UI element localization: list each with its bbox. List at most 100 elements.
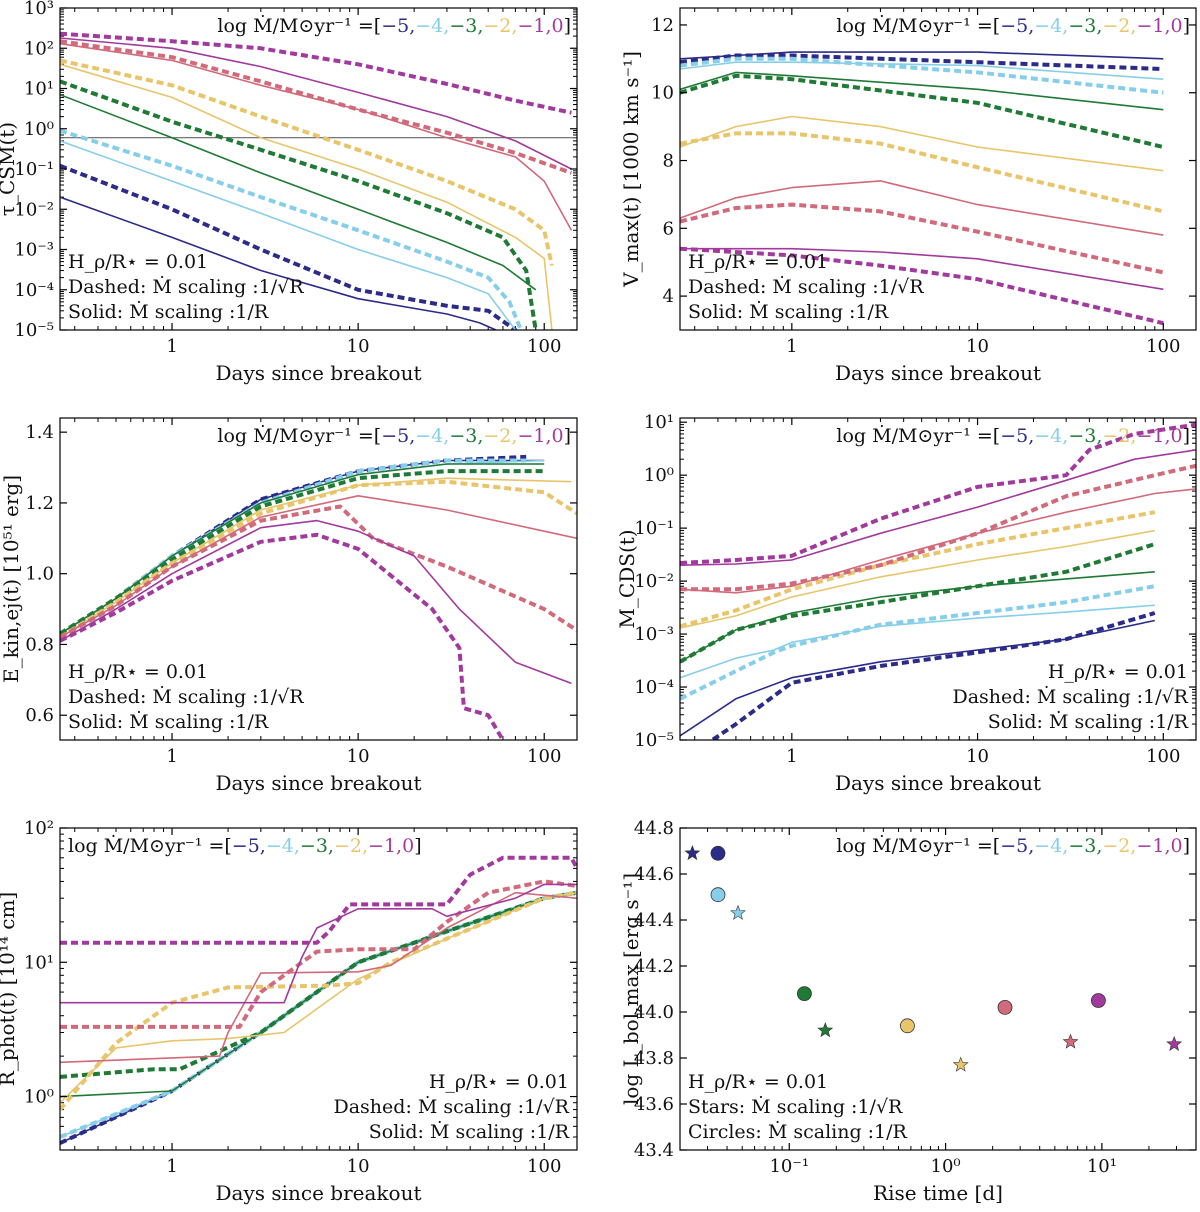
x-axis-label: Days since breakout	[215, 1181, 421, 1205]
scatter-star-c3	[817, 1022, 834, 1038]
series-line-c5-solid	[60, 196, 497, 330]
y-tick-label: 10	[651, 83, 674, 104]
legend-item-c5: −5,	[1000, 425, 1034, 447]
legend-text: log Ṁ/M⊙yr⁻¹ =[−5,−4,−3,−2,−1,0]	[836, 14, 1190, 37]
series-line-c1-solid	[60, 495, 577, 639]
panel-p6: 10⁻¹ 10⁰ 10¹ 43.4 43.6 43.8 44.0 44.2 44.4 44.6 44…	[619, 818, 1197, 1205]
scatter-circle-c1	[997, 1000, 1013, 1015]
series-line-c4-solid	[680, 61, 1164, 80]
annotation-line-1: H_ρ/R⋆ = 0.01	[429, 1071, 569, 1093]
series-line-c2-solid	[680, 115, 1164, 172]
series-line-c0-dashed	[680, 246, 1164, 326]
y-tick-label: 10²	[24, 818, 54, 839]
axis-ticks: 10⁻¹ 10⁰ 10¹ 43.4 43.6 43.8 44.0 44.2 44.4 44.6 44…	[634, 818, 1196, 1177]
series-line-c3-dashed	[60, 890, 577, 1079]
series-line-c4-solid	[60, 459, 545, 635]
series-line-c5-dashed	[60, 163, 518, 330]
y-tick-label: 10⁻⁴	[14, 280, 54, 301]
axes-frame	[679, 417, 1197, 741]
legend-suffix: ]	[1183, 425, 1190, 447]
legend-item-c2: −2,	[334, 835, 368, 857]
annotation-line-2: Dashed: Ṁ scaling :1/√R	[333, 1095, 569, 1118]
series-line-c0-solid	[680, 247, 1164, 291]
series-line-c1-solid	[680, 180, 1164, 236]
series-line-c0-dashed	[60, 31, 572, 115]
y-tick-label: 43.8	[634, 1048, 674, 1069]
x-tick-label: 1	[786, 746, 797, 767]
legend-item-c1: −1,0	[1136, 425, 1182, 447]
legend-item-c1: −1,0	[1136, 835, 1182, 857]
legend-item-c4: −4,	[1034, 835, 1068, 857]
legend-item-c4: −4,	[266, 835, 300, 857]
y-tick-label: 10⁻¹	[14, 159, 54, 180]
scatter-star-c4	[730, 904, 746, 920]
series-line-c5-dashed	[680, 53, 1164, 71]
plot-area	[680, 422, 1196, 740]
plot-area	[60, 454, 577, 740]
x-tick-label: 10	[347, 746, 370, 767]
y-tick-label: 10⁻⁵	[634, 730, 674, 751]
y-tick-label: 10³	[24, 0, 54, 19]
legend-item-c5: −5,	[1000, 835, 1034, 857]
scatter-circle-c0	[1091, 993, 1106, 1008]
annotation-line-2: Dashed: Ṁ scaling :1/√R	[68, 275, 304, 298]
series-line-c3-dashed	[680, 73, 1164, 149]
scatter-star-c1	[1062, 1033, 1079, 1049]
series-line-c1-dashed	[680, 202, 1164, 275]
legend-prefix: log Ṁ/M⊙yr⁻¹ =[	[836, 834, 1000, 857]
minor-ticks	[74, 418, 537, 740]
y-axis-label: log L_bol,max [erg s⁻¹]	[619, 873, 643, 1105]
y-tick-label: 43.6	[634, 1094, 674, 1115]
legend-suffix: ]	[564, 15, 571, 37]
legend-item-c2: −2,	[1102, 15, 1136, 37]
x-axis-label: Days since breakout	[835, 361, 1041, 385]
legend-item-c3: −3,	[449, 425, 483, 447]
series-line-c3-dashed	[680, 542, 1156, 664]
legend-text: log Ṁ/M⊙yr⁻¹ =[−5,−4,−3,−2,−1,0]	[836, 834, 1190, 857]
axes-frame	[59, 417, 578, 741]
x-tick-label: 100	[527, 336, 561, 357]
legend-item-c3: −3,	[1068, 425, 1102, 447]
y-tick-label: 10⁻⁴	[634, 677, 674, 698]
series-line-c3-solid	[60, 891, 577, 1098]
x-axis-label: Rise time [d]	[873, 1181, 1003, 1205]
plot-area	[60, 855, 577, 1145]
y-tick-label: 0.8	[25, 634, 54, 655]
annotation-line-3: Circles: Ṁ scaling :1/R	[688, 1120, 908, 1143]
y-tick-label: 12	[651, 15, 674, 36]
series-line-c3-dashed	[60, 79, 538, 330]
series-line-c0-solid	[680, 449, 1196, 566]
annotation-line-3: Solid: Ṁ scaling :1/R	[68, 300, 269, 323]
series-line-c0-dashed	[680, 422, 1196, 565]
y-tick-label: 10⁻²	[634, 571, 674, 592]
legend-text: log Ṁ/M⊙yr⁻¹ =[−5,−4,−3,−2,−1,0]	[217, 14, 571, 37]
y-tick-label: 44.8	[634, 818, 674, 839]
legend-item-c2: −2,	[1102, 425, 1136, 447]
annotation-line-1: H_ρ/R⋆ = 0.01	[688, 1071, 828, 1093]
scatter-circle-c5	[710, 845, 726, 861]
series-line-c1-dashed	[60, 879, 577, 1029]
y-tick-label: 44.6	[634, 864, 674, 885]
legend-prefix: log Ṁ/M⊙yr⁻¹ =[	[217, 424, 381, 447]
y-axis-label: E_kin,ej(t) [10⁵¹ erg]	[0, 475, 23, 683]
y-axis-label: τ_CSM(t)	[0, 122, 19, 216]
series-line-c0-solid	[60, 519, 572, 685]
annotation-line-2: Dashed: Ṁ scaling :1/√R	[68, 685, 304, 708]
legend-suffix: ]	[1183, 835, 1190, 857]
axis-ticks: 1 10 100 0.6 0.8 1.0 1.2 1.4	[25, 418, 577, 767]
series-line-c3-dashed	[60, 469, 545, 636]
annotation-line-3: Solid: Ṁ scaling :1/R	[688, 300, 889, 323]
x-tick-label: 10	[347, 336, 370, 357]
series-line-c4-dashed	[60, 458, 527, 636]
legend-suffix: ]	[1183, 15, 1190, 37]
plot-area	[684, 844, 1183, 1072]
x-tick-label: 10	[966, 336, 989, 357]
legend-item-c4: −4,	[415, 425, 449, 447]
axis-ticks: 1 10 100 10⁻⁵ 10⁻⁴ 10⁻³ 10⁻² 10⁻¹ 10⁰ 10¹ 10² 10³	[14, 0, 577, 357]
series-line-c4-solid	[680, 604, 1155, 679]
y-tick-label: 10²	[24, 38, 54, 59]
series-line-c2-dashed	[680, 510, 1156, 629]
